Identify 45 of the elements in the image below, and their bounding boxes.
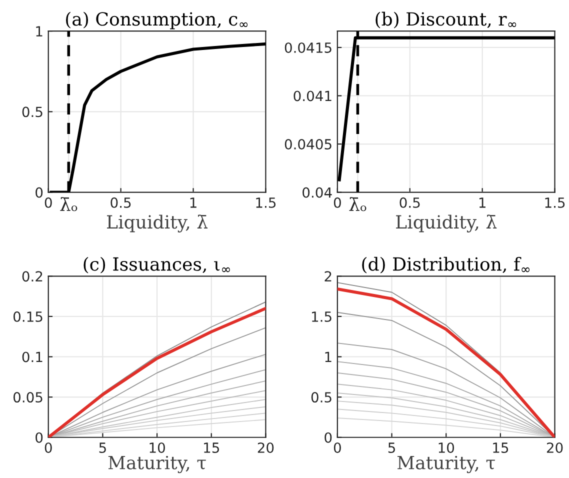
- x-tick-label: 0.5: [110, 197, 131, 208]
- x-tick-label: 15: [204, 442, 219, 453]
- x-tick-label: 20: [546, 442, 563, 453]
- y-tick-label: 0.2: [22, 271, 42, 282]
- x-tick-label: λ̄ₒ: [60, 197, 78, 212]
- x-tick-label: 0.5: [400, 197, 420, 208]
- x-axis-title: Liquidity, λ̄: [396, 214, 497, 232]
- x-tick-label: 5: [99, 442, 106, 453]
- chart-title: (b) Discount, r$_{∞}$: [376, 12, 516, 28]
- x-tick-label: 1.5: [545, 198, 565, 208]
- x-axis-title: Maturity, τ: [108, 456, 206, 474]
- chart-title: (a) Consumption, c$_{∞}$: [66, 12, 248, 30]
- y-tick-label: 2: [324, 271, 332, 282]
- x-tick-label: λ̄ₒ: [349, 197, 366, 212]
- y-tick-label: 0.1: [22, 352, 42, 362]
- x-tick-label: 0: [44, 197, 52, 208]
- x-tick-label: 5: [388, 442, 395, 453]
- x-tick-label: 0: [44, 442, 52, 453]
- y-tick-label: 1.5: [312, 312, 332, 322]
- x-tick-label: 1.5: [256, 198, 276, 208]
- y-tick-label: 0: [36, 187, 43, 198]
- y-tick-label: 1: [36, 26, 42, 36]
- x-tick-label: 15: [493, 442, 508, 453]
- x-tick-label: 1: [190, 198, 196, 208]
- y-tick-label: 0.15: [13, 311, 42, 322]
- x-axis-title: Maturity, τ: [397, 456, 495, 474]
- y-tick-label: 0.5: [311, 392, 332, 403]
- y-tick-label: 0.0405: [284, 138, 332, 150]
- y-tick-label: 1: [325, 352, 332, 362]
- y-tick-label: 0.5: [22, 106, 42, 118]
- y-tick-label: 0: [324, 432, 332, 443]
- y-tick-label: 0.05: [13, 392, 42, 403]
- y-tick-label: 0.041: [294, 90, 332, 102]
- x-axis-title: Liquidity, λ̄: [107, 214, 208, 232]
- chart-title: (c) Issuances, ι$_{∞}$: [84, 256, 230, 274]
- x-tick-label: 10: [150, 442, 165, 453]
- x-tick-label: 1: [479, 198, 486, 208]
- y-tick-label: 0.0415: [284, 42, 332, 53]
- y-tick-label: 0: [36, 432, 43, 443]
- x-tick-label: 0: [334, 442, 341, 453]
- y-tick-label: 0.04: [302, 187, 332, 198]
- x-tick-label: 20: [258, 442, 274, 453]
- x-tick-label: 10: [438, 442, 454, 453]
- chart-title: (d) Distribution, f$_{∞}$: [362, 256, 530, 274]
- x-tick-label: 0: [334, 197, 341, 208]
